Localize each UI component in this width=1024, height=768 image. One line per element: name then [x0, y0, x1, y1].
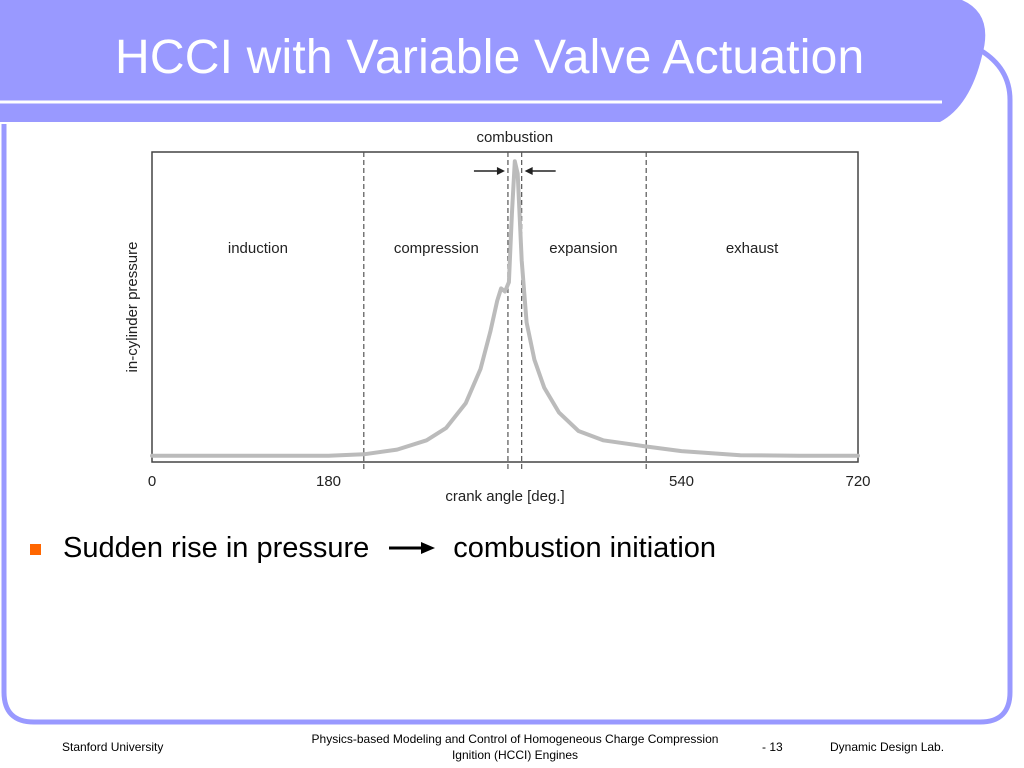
- footer-talk-title-line2: Ignition (HCCI) Engines: [451, 748, 579, 762]
- y-axis-label: in-cylinder pressure: [124, 242, 141, 373]
- bullet-text-after: combustion initiation: [453, 531, 717, 564]
- combustion-label: combustion: [476, 129, 553, 146]
- footer-page-number: - 13: [762, 740, 783, 754]
- x-tick-180: 180: [316, 473, 341, 490]
- footer-talk-title-line1: Physics-based Modeling and Control of Ho…: [311, 732, 719, 746]
- phase-label-expansion: expansion: [549, 240, 617, 257]
- phase-labels: induction compression expansion exhaust: [228, 240, 779, 257]
- phase-boundaries: [363, 152, 647, 472]
- banner-band: [0, 0, 986, 122]
- content-outline: [1, 47, 1013, 725]
- series-group: [150, 159, 860, 458]
- phase-label-exhaust: exhaust: [726, 240, 779, 257]
- slide-title: HCCI with Variable Valve Actuation: [115, 31, 865, 84]
- combustion-arrow-right-head: [524, 167, 533, 175]
- x-axis-label: crank angle [deg.]: [445, 488, 564, 505]
- combustion-annotation: combustion: [473, 129, 556, 175]
- phase-label-compression: compression: [394, 240, 479, 257]
- footer-talk-title: Physics-based Modeling and Control of Ho…: [260, 731, 770, 763]
- footer-lab-name: Dynamic Design Lab.: [830, 740, 945, 754]
- combustion-arrows: [473, 167, 556, 175]
- x-tick-540: 540: [669, 473, 694, 490]
- bullet-square-icon: [30, 543, 41, 555]
- bullet-item: Sudden rise in pressure combustion initi…: [30, 531, 716, 565]
- right-arrow-icon: [389, 542, 436, 554]
- phase-label-induction: induction: [228, 240, 288, 257]
- x-tick-0: 0: [148, 473, 156, 490]
- x-tick-720: 720: [845, 473, 870, 490]
- x-tick-labels: 0 180 540 720: [148, 473, 871, 490]
- bullet-text-before: Sudden rise in pressure: [63, 531, 370, 564]
- pressure-chart: induction compression expansion exhaust com…: [124, 129, 871, 505]
- plot-border: [151, 151, 859, 463]
- series-line-pressure: [150, 159, 860, 458]
- combustion-arrow-left-head: [496, 167, 505, 175]
- footer-institution: Stanford University: [62, 740, 164, 754]
